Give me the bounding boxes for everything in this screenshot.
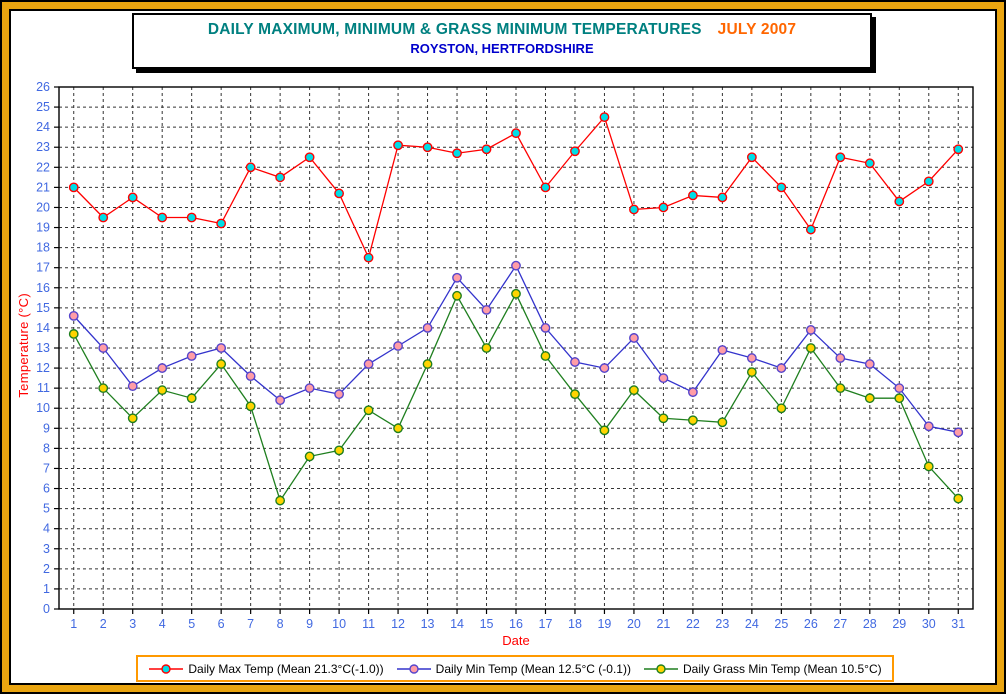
svg-text:24: 24 (36, 120, 50, 134)
svg-text:27: 27 (833, 617, 847, 631)
svg-text:25: 25 (36, 100, 50, 114)
svg-text:28: 28 (863, 617, 877, 631)
svg-text:1: 1 (70, 617, 77, 631)
svg-text:29: 29 (892, 617, 906, 631)
svg-text:5: 5 (43, 502, 50, 516)
svg-text:11: 11 (362, 617, 375, 631)
svg-text:19: 19 (597, 617, 611, 631)
chart-title: DAILY MAXIMUM, MINIMUM & GRASS MINIMUM T… (207, 21, 702, 38)
svg-text:2: 2 (43, 562, 50, 576)
chart-canvas: DAILY MAXIMUM, MINIMUM & GRASS MINIMUM T… (9, 9, 997, 685)
svg-text:22: 22 (36, 160, 50, 174)
y-tick-labels: 0123456789101112131415161718192021222324… (36, 80, 50, 616)
axis-ticks (54, 86, 959, 614)
series-daily-min-temp (68, 260, 964, 438)
legend-swatch-daily-grass-min-temp (643, 663, 678, 674)
svg-text:22: 22 (686, 617, 700, 631)
svg-text:15: 15 (36, 301, 50, 315)
svg-text:8: 8 (43, 441, 50, 455)
svg-text:17: 17 (36, 261, 50, 275)
svg-text:11: 11 (37, 381, 50, 395)
svg-text:20: 20 (36, 200, 50, 214)
svg-text:26: 26 (804, 617, 818, 631)
svg-text:3: 3 (129, 617, 136, 631)
svg-text:23: 23 (715, 617, 729, 631)
svg-text:15: 15 (480, 617, 494, 631)
svg-text:25: 25 (774, 617, 788, 631)
title-box: DAILY MAXIMUM, MINIMUM & GRASS MINIMUM T… (132, 13, 872, 69)
legend-label-daily-max-temp: Daily Max Temp (Mean 21.3°C(-1.0)) (188, 661, 384, 676)
svg-text:24: 24 (745, 617, 759, 631)
svg-text:18: 18 (568, 617, 582, 631)
chart-subtitle: ROYSTON, HERTFORDSHIRE (410, 41, 594, 56)
svg-text:13: 13 (36, 341, 50, 355)
gridlines (59, 87, 973, 609)
svg-text:7: 7 (43, 461, 50, 475)
svg-text:17: 17 (539, 617, 553, 631)
svg-text:30: 30 (922, 617, 936, 631)
temperature-chart: 1 2 3 4 5 6 7 8 9 10 11 12 13 14 15 16 17 18 19 20 21 22 23 24 2… (36, 80, 974, 631)
title-line: DAILY MAXIMUM, MINIMUM & GRASS MINIMUM T… (134, 21, 870, 39)
svg-text:31: 31 (951, 617, 965, 631)
svg-text:2: 2 (100, 617, 107, 631)
legend-swatch-daily-min-temp (396, 663, 431, 674)
svg-text:3: 3 (43, 542, 50, 556)
svg-text:1: 1 (43, 582, 50, 596)
x-tick-labels: 1 2 3 4 5 6 7 8 9 10 11 12 13 14 15 16 17 18 19 20 21 22 23 24 2… (70, 617, 965, 631)
legend-item-daily-max-temp: Daily Max Temp (Mean 21.3°C(-1.0)) (148, 661, 384, 676)
svg-text:13: 13 (421, 617, 435, 631)
legend-swatch-daily-max-temp (149, 663, 184, 674)
svg-text:8: 8 (277, 617, 284, 631)
svg-text:14: 14 (450, 617, 464, 631)
svg-text:14: 14 (36, 321, 50, 335)
svg-text:19: 19 (36, 221, 50, 235)
svg-text:10: 10 (332, 617, 346, 631)
series-daily-grass-min-temp (68, 288, 964, 506)
svg-text:5: 5 (188, 617, 195, 631)
legend-label-daily-min-temp: Daily Min Temp (Mean 12.5°C (-0.1)) (435, 661, 631, 676)
chart-period: JULY 2007 (717, 21, 797, 38)
x-axis-title: Date (502, 633, 530, 648)
svg-text:4: 4 (43, 522, 50, 536)
legend-label-daily-grass-min-temp: Daily Grass Min Temp (Mean 10.5°C) (682, 661, 882, 676)
svg-text:9: 9 (306, 617, 313, 631)
svg-text:21: 21 (656, 617, 670, 631)
svg-text:16: 16 (509, 617, 523, 631)
svg-text:10: 10 (36, 401, 50, 415)
legend-box: Daily Max Temp (Mean 21.3°C(-1.0)) Daily… (136, 655, 894, 682)
svg-text:16: 16 (36, 281, 50, 295)
svg-text:20: 20 (627, 617, 641, 631)
svg-text:0: 0 (43, 602, 50, 616)
legend-item-daily-min-temp: Daily Min Temp (Mean 12.5°C (-0.1)) (396, 662, 631, 676)
legend-item-daily-grass-min-temp: Daily Grass Min Temp (Mean 10.5°C) (643, 662, 882, 676)
svg-text:12: 12 (391, 617, 405, 631)
svg-text:7: 7 (247, 617, 254, 631)
series-daily-max-temp (68, 112, 964, 263)
svg-text:6: 6 (43, 482, 50, 496)
svg-text:21: 21 (36, 180, 50, 194)
svg-text:4: 4 (159, 617, 166, 631)
svg-text:12: 12 (36, 361, 50, 375)
svg-text:26: 26 (36, 80, 50, 94)
svg-text:23: 23 (36, 140, 50, 154)
svg-text:18: 18 (36, 241, 50, 255)
svg-text:6: 6 (218, 617, 225, 631)
svg-text:9: 9 (43, 421, 50, 435)
